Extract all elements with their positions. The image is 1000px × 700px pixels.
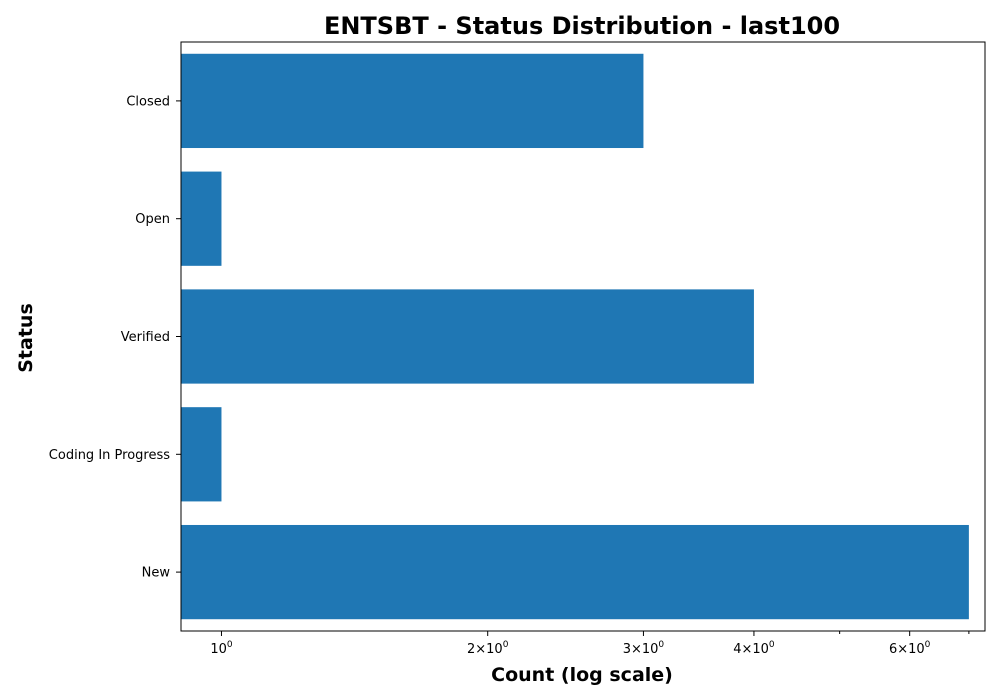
bar: [181, 524, 969, 620]
bars-layer: [181, 53, 969, 620]
y-axis-label: Status: [15, 303, 37, 373]
y-axis: Closed Open Verified Coding In Progress New: [49, 94, 181, 581]
bar: [181, 407, 222, 502]
y-tick-label: New: [142, 566, 171, 581]
bar: [181, 171, 222, 266]
bar: [181, 53, 644, 149]
x-tick-label: 100: [210, 640, 233, 657]
x-tick-label: 4×100: [733, 640, 775, 657]
x-tick-label: 3×100: [623, 640, 665, 657]
y-tick-label: Verified: [121, 330, 170, 345]
y-tick-label: Open: [135, 212, 170, 227]
x-axis: 100 2×100 3×100 4×100 6×100: [210, 631, 970, 657]
x-tick-label: 2×100: [467, 640, 509, 657]
bar: [181, 289, 754, 384]
chart-title: ENTSBT - Status Distribution - last100: [324, 12, 840, 40]
y-tick-label: Coding In Progress: [49, 448, 170, 463]
x-axis-label: Count (log scale): [491, 664, 673, 686]
x-tick-label: 6×100: [889, 640, 931, 657]
y-tick-label: Closed: [126, 94, 170, 109]
